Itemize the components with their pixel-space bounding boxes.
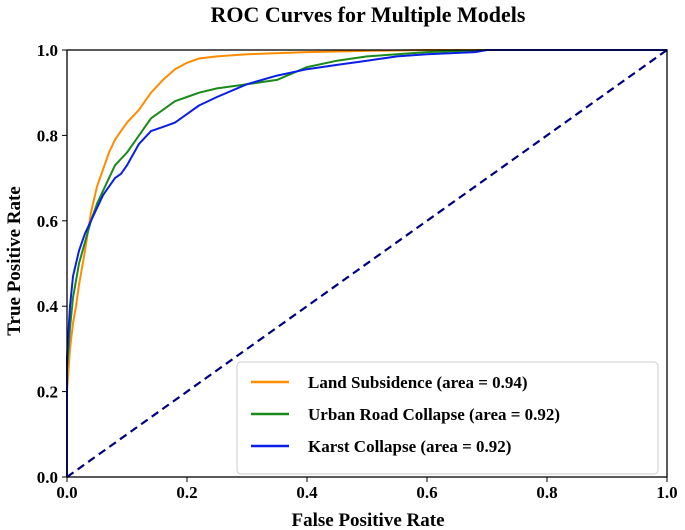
- y-tick-label: 0.4: [37, 297, 59, 316]
- plot-area: [66, 49, 668, 478]
- chance-diagonal-line: [66, 49, 668, 478]
- series-line-1: [66, 49, 667, 477]
- x-tick-label: 1.0: [656, 483, 677, 502]
- x-axis-label: False Positive Rate: [291, 510, 444, 530]
- y-tick-label: 0.2: [37, 383, 58, 402]
- x-tick-label: 0.6: [416, 483, 437, 502]
- plot-frame: [66, 49, 668, 478]
- x-tick-label: 0.0: [56, 483, 77, 502]
- legend-entry: Karst Collapse (area = 0.92): [308, 437, 511, 456]
- y-axis-label: True Positive Rate: [4, 186, 25, 336]
- legend-entry: Urban Road Collapse (area = 0.92): [308, 405, 560, 424]
- legend: Land Subsidence (area = 0.94) Urban Road …: [236, 361, 659, 475]
- chart-title: ROC Curves for Multiple Models: [211, 2, 526, 27]
- y-tick-label: 0.6: [37, 212, 58, 231]
- x-tick-label: 0.2: [176, 483, 197, 502]
- series-line-0: [66, 49, 667, 477]
- y-tick-label: 0.0: [37, 468, 58, 487]
- legend-entry: Land Subsidence (area = 0.94): [308, 373, 528, 392]
- y-tick-label: 0.8: [37, 126, 58, 145]
- legend-box: [236, 361, 659, 475]
- x-tick-label: 0.8: [536, 483, 557, 502]
- series-line-2: [66, 49, 667, 477]
- axis-ticks: 0.0 0.2 0.4 0.6 0.8 1.0 0.0 0.2 0.4 0.6 0.8 1.0: [37, 41, 678, 502]
- y-tick-label: 1.0: [37, 41, 58, 60]
- x-tick-label: 0.4: [296, 483, 318, 502]
